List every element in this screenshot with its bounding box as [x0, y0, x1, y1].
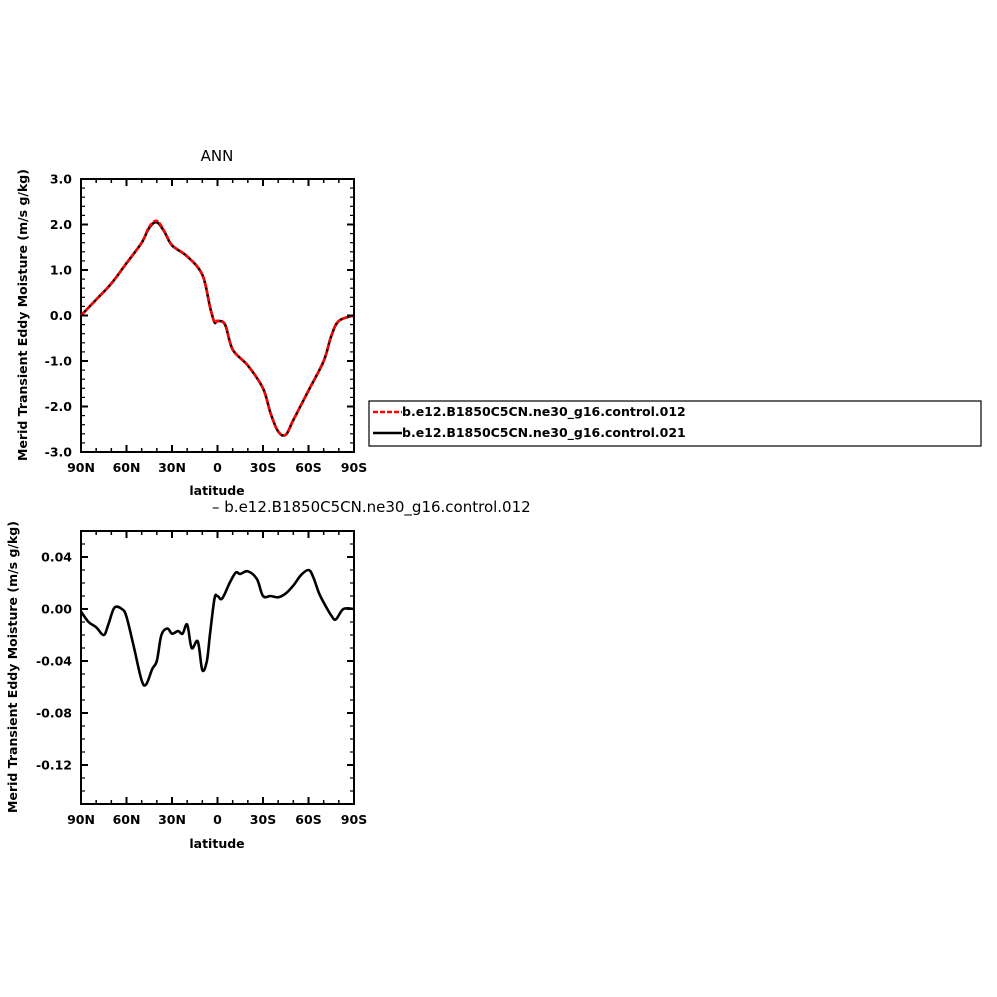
y-tick-label: 0.00 [41, 602, 72, 617]
x-tick-label: 60S [295, 812, 321, 827]
x-tick-label: 90N [67, 812, 95, 827]
top-plot-marks [80, 219, 355, 437]
x-tick-label: 30N [158, 460, 186, 475]
legend-box [368, 400, 982, 447]
y-tick-label: -0.12 [36, 758, 72, 773]
x-tick-label: 60S [295, 460, 321, 475]
y-tick-label: 1.0 [50, 263, 72, 278]
bottom-x-axis-label: latitude [189, 836, 244, 851]
y-tick-label: -2.0 [45, 399, 73, 414]
y-tick-label: -3.0 [45, 445, 73, 460]
y-tick-label: -0.08 [36, 706, 72, 721]
top-panel-title: ANN [201, 147, 234, 165]
y-tick-label: -0.04 [36, 654, 72, 669]
x-tick-label: 60N [113, 460, 141, 475]
top-plot-ticks: 90N 60N 30N 0 30S 60S 90S 3.0 2.0 1.0 0.0 -1.0 -2.0 -… [45, 172, 368, 476]
x-tick-label: 0 [213, 460, 222, 475]
bottom-title-dash: – [212, 498, 224, 516]
bottom-panel-title: – b.e12.B1850C5CN.ne30_g16.control.012 [212, 498, 531, 517]
series-line [79, 568, 355, 687]
x-tick-label: 90N [67, 460, 95, 475]
bottom-title-run: b.e12.B1850C5CN.ne30_g16.control.012 [224, 498, 530, 517]
bottom-y-axis-label: Merid Transient Eddy Moisture (m/s g/kg) [5, 521, 20, 813]
x-tick-label: 30S [250, 460, 276, 475]
top-x-axis-label: latitude [189, 483, 244, 498]
top-panel: ANN 90N 60N 30N 0 30S 60S 90S 3.0 2.0 1.0 0.0 -1.0 -… [15, 147, 367, 498]
bottom-plot-ticks: 90N 60N 30N 0 30S 60S 90S 0.04 0.00 -0.04 -0.08 -0.… [36, 530, 367, 827]
y-tick-label: 0.04 [41, 550, 72, 565]
y-tick-label: 3.0 [50, 172, 72, 187]
x-tick-label: 30S [250, 812, 276, 827]
y-tick-label: -1.0 [45, 354, 73, 369]
series-line [80, 219, 355, 437]
x-tick-label: 30N [158, 812, 186, 827]
series-line [80, 220, 355, 437]
x-tick-label: 90S [341, 460, 367, 475]
y-tick-label: 0.0 [50, 308, 72, 323]
top-y-axis-label: Merid Transient Eddy Moisture (m/s g/kg) [15, 169, 30, 461]
x-tick-label: 0 [213, 812, 222, 827]
y-tick-label: 2.0 [50, 217, 72, 232]
bottom-panel: – b.e12.B1850C5CN.ne30_g16.control.012 9… [5, 498, 531, 851]
bottom-plot-frame [80, 530, 355, 805]
x-tick-label: 90S [341, 812, 367, 827]
top-plot-frame [80, 178, 355, 453]
legend: b.e12.B1850C5CN.ne30_g16.control.012 b.e… [368, 400, 982, 447]
legend-label-control-012: b.e12.B1850C5CN.ne30_g16.control.012 [402, 404, 686, 420]
x-tick-label: 60N [113, 812, 141, 827]
bottom-plot-marks [79, 568, 355, 687]
legend-label-control-021: b.e12.B1850C5CN.ne30_g16.control.021 [402, 425, 686, 441]
